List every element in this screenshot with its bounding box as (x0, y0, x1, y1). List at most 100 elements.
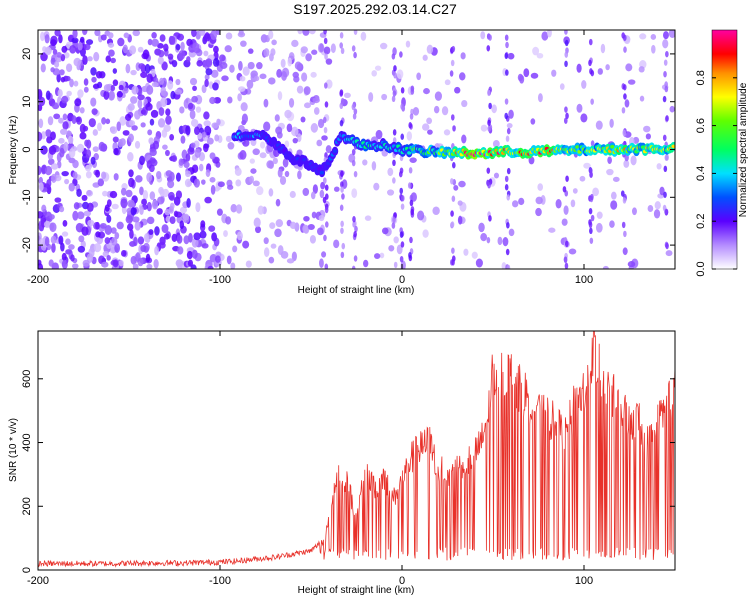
spectrogram-cell (180, 135, 186, 144)
spectrogram-cell (324, 221, 329, 228)
spectrogram-cell (565, 240, 569, 248)
spectrogram-y-axis: 20 10 0 -10 -20 (21, 48, 675, 253)
spectrogram-cell (118, 84, 124, 91)
spectrogram-cell (263, 237, 269, 245)
spectrogram-cell (214, 134, 220, 142)
spectrogram-cell (77, 89, 84, 98)
spectrogram-cell (379, 42, 388, 50)
spectrogram-cell (453, 185, 459, 191)
spectrogram-cell (38, 263, 44, 269)
spectrogram-cell (339, 204, 344, 211)
spectrogram-cell (174, 211, 183, 218)
spectrogram-cell (121, 249, 127, 257)
spectrogram-cell (426, 117, 433, 125)
spectrogram-cell (275, 126, 283, 135)
spectrogram-cell (54, 30, 61, 37)
colorbar-tick-label: 0.4 (695, 166, 707, 181)
spectrogram-cell (94, 30, 101, 37)
spectrogram-cell (416, 72, 422, 81)
spectrogram-cell (79, 107, 85, 114)
spectrogram-cell (324, 184, 329, 191)
spectrogram-cell (488, 34, 492, 41)
x-tick-label: 100 (575, 575, 593, 587)
spectrogram-cell (164, 233, 170, 240)
spectrogram-cell (45, 129, 52, 138)
x-tick-label: -200 (27, 274, 49, 286)
spectrogram-cell (190, 118, 199, 127)
spectrogram-cell (194, 126, 200, 136)
spectrogram-cell (339, 89, 344, 96)
spectrogram-cell (323, 126, 328, 134)
spectrogram-cell (422, 229, 429, 238)
spectrogram-cell (391, 53, 396, 60)
colorbar-tick-label: 0.8 (695, 70, 707, 85)
spectrogram-cell (284, 109, 292, 119)
spectrogram-cell (182, 213, 190, 221)
spectrogram-cell (374, 65, 382, 71)
spectrogram-cell (300, 116, 306, 123)
spectrogram-cell (162, 188, 170, 198)
spectrogram-cell (497, 236, 503, 246)
spectrogram-cell (434, 91, 442, 101)
spectrogram-cell (508, 109, 514, 119)
spectrogram-cell (148, 164, 155, 173)
spectrogram-cell (83, 86, 89, 93)
spectrogram-cell (51, 242, 56, 253)
spectrogram-cell (189, 77, 198, 86)
spectrogram-cell (146, 85, 154, 95)
spectrogram-cell (325, 193, 329, 200)
spectrogram-cell (92, 129, 98, 136)
spectrogram-cell (270, 243, 277, 249)
spectrogram-cell (68, 148, 76, 158)
spectrogram-cell (71, 37, 79, 44)
spectrogram-cell (151, 38, 159, 47)
spectrogram-cell (622, 84, 627, 91)
spectrogram-cell (371, 161, 377, 171)
spectrogram-cell (638, 66, 645, 73)
spectrogram-cell (588, 207, 593, 215)
spectrogram-cell (178, 158, 184, 166)
spectrogram-cell (206, 137, 214, 145)
spectrogram-cell (393, 236, 399, 244)
spectrogram-cell (122, 130, 130, 136)
spectrogram-cell (40, 63, 46, 73)
spectrogram-cell (506, 127, 511, 135)
spectrogram-cell (353, 170, 358, 178)
spectrogram-cell (651, 44, 656, 54)
spectrogram-cell (388, 245, 395, 252)
spectrogram-cell (590, 214, 595, 222)
spectrogram-cell (116, 90, 123, 98)
spectrogram-cell (212, 82, 219, 91)
spectrogram-cell (341, 193, 345, 200)
spectrogram-cell (393, 261, 398, 269)
spectrogram-cell (259, 73, 267, 80)
spectrogram-cell (232, 245, 238, 253)
spectrogram-cell (623, 159, 630, 168)
spectrogram-cell (548, 227, 556, 233)
spectrogram-cell (209, 177, 216, 183)
spectrogram-cell (198, 30, 206, 36)
spectrogram-cell (627, 79, 636, 85)
spectrogram-cell (93, 243, 102, 253)
spectrogram-cell (85, 39, 94, 46)
spectrogram-cell (61, 252, 67, 261)
spectrogram-cell (183, 235, 190, 245)
x-tick-label: 0 (399, 274, 405, 286)
spectrogram-cell (38, 104, 43, 112)
spectrogram-cell (40, 31, 45, 42)
spectrogram-cell (201, 179, 206, 185)
spectrogram-cell (87, 219, 95, 227)
spectrogram-cell (512, 200, 519, 208)
colorbar-tick-label: 0.0 (695, 261, 707, 276)
spectrogram-cell (266, 160, 274, 169)
spectrogram-cell (302, 224, 309, 234)
spectrogram-cell (176, 261, 183, 269)
spectrogram-cell (148, 229, 154, 235)
spectrogram-cell (242, 66, 250, 76)
spectrogram-cell (564, 51, 569, 58)
spectrogram-cell (58, 34, 63, 44)
spectrogram-cell (621, 221, 626, 229)
spectrogram-cell (95, 221, 100, 230)
spectrogram-cell (203, 120, 211, 127)
spectrogram-cell (324, 101, 329, 108)
